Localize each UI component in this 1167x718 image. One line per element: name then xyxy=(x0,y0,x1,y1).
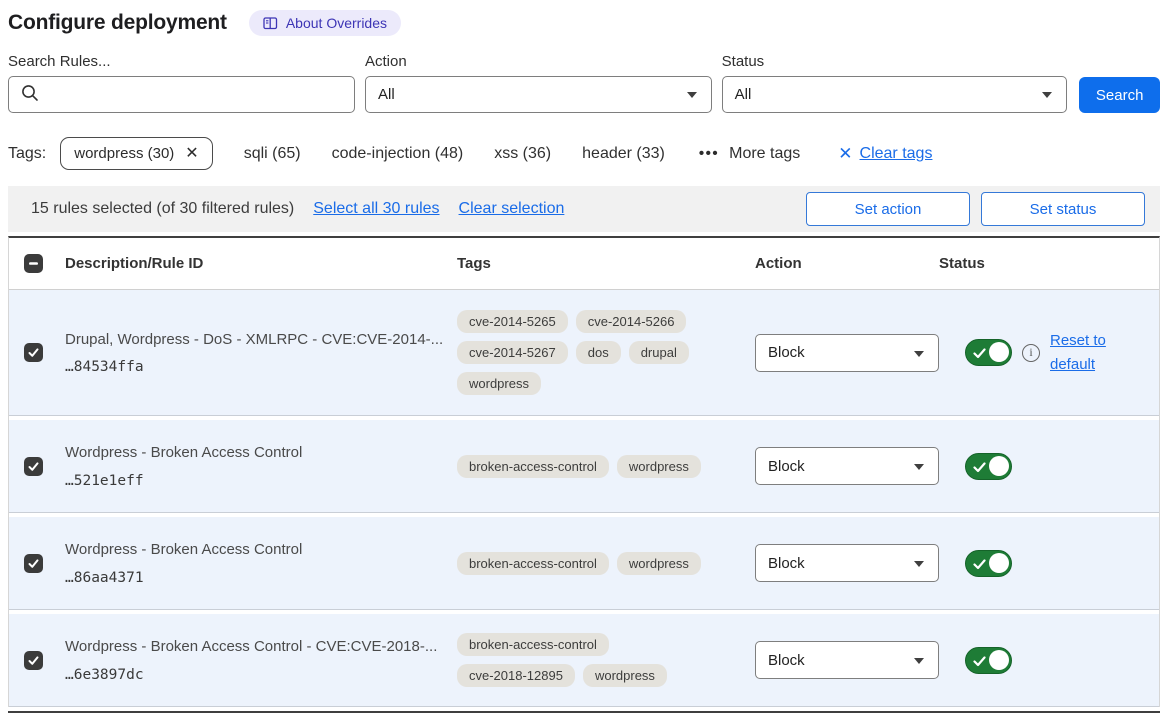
select-all-link[interactable]: Select all 30 rules xyxy=(313,200,440,217)
row-checkbox[interactable] xyxy=(23,456,43,476)
row-checkbox[interactable] xyxy=(23,553,43,573)
about-overrides-badge[interactable]: About Overrides xyxy=(248,10,402,36)
chevron-down-icon xyxy=(914,464,924,470)
about-overrides-label: About Overrides xyxy=(285,15,388,31)
action-select[interactable]: Block xyxy=(755,544,939,582)
status-toggle[interactable] xyxy=(965,646,1012,674)
status-filter-select[interactable]: All xyxy=(721,76,1068,113)
rules-table: Description/Rule ID Tags Action Status D… xyxy=(8,236,1160,707)
tags-bar: Tags: wordpress (30) ✕ sqli (65) code-inj… xyxy=(8,137,1160,170)
selection-bar: 15 rules selected (of 30 filtered rules)… xyxy=(8,186,1160,232)
status-filter-label: Status xyxy=(721,53,765,70)
column-header-action: Action xyxy=(755,255,802,272)
rule-description: Wordpress - Broken Access Control xyxy=(65,541,303,559)
book-icon xyxy=(263,16,278,30)
filters-row: Search Rules... Action All Status xyxy=(8,53,1160,113)
page-header: Configure deployment About Overrides xyxy=(8,10,1160,36)
select-all-checkbox[interactable] xyxy=(23,254,43,273)
rule-id: …521e1eff xyxy=(65,472,144,489)
rule-id: …86aa4371 xyxy=(65,569,144,586)
table-body: Drupal, Wordpress - DoS - XMLRPC - CVE:C… xyxy=(9,290,1159,707)
rule-tag-pill: cve-2014-5265 xyxy=(457,310,568,333)
rule-description: Wordpress - Broken Access Control xyxy=(65,444,303,462)
info-icon[interactable]: i xyxy=(1022,343,1040,362)
tag-item[interactable]: xss (36) xyxy=(494,144,552,162)
action-select[interactable]: Block xyxy=(755,641,939,679)
search-icon xyxy=(21,84,39,106)
rule-tag-pill: cve-2018-12895 xyxy=(457,664,575,687)
action-filter-select[interactable]: All xyxy=(365,76,712,113)
rule-id: …6e3897dc xyxy=(65,666,144,683)
chevron-down-icon xyxy=(914,350,924,357)
status-toggle[interactable] xyxy=(965,452,1012,480)
chevron-down-icon xyxy=(686,92,697,98)
chevron-down-icon xyxy=(914,561,924,567)
rule-tag-pill: broken-access-control xyxy=(457,454,609,478)
ellipsis-icon: ••• xyxy=(698,145,720,162)
action-filter-label: Action xyxy=(365,53,407,70)
clear-tags-label: Clear tags xyxy=(859,144,933,162)
table-row: Drupal, Wordpress - DoS - XMLRPC - CVE:C… xyxy=(9,290,1159,416)
status-toggle[interactable] xyxy=(965,339,1012,366)
rule-id: …84534ffa xyxy=(65,359,144,376)
status-filter-value: All xyxy=(734,86,752,103)
rule-description: Wordpress - Broken Access Control - CVE:… xyxy=(65,638,438,656)
search-rules-label: Search Rules... xyxy=(8,53,111,70)
reset-to-default-link[interactable]: Reset to default xyxy=(1050,332,1106,373)
row-checkbox[interactable] xyxy=(23,343,43,362)
selected-tag-label: wordpress (30) xyxy=(74,145,175,162)
rule-tag-pill: drupal xyxy=(628,341,689,364)
search-button[interactable]: Search xyxy=(1079,77,1160,113)
clear-selection-link[interactable]: Clear selection xyxy=(458,200,565,217)
action-select[interactable]: Block xyxy=(755,333,939,372)
clear-tags-link[interactable]: ✕ Clear tags xyxy=(838,144,932,164)
tag-item[interactable]: sqli (65) xyxy=(243,144,301,162)
table-header: Description/Rule ID Tags Action Status xyxy=(9,238,1159,290)
table-row: Wordpress - Broken Access Control …521e1e… xyxy=(9,420,1159,513)
tag-item[interactable]: code-injection (48) xyxy=(331,144,464,162)
status-toggle[interactable] xyxy=(965,549,1012,577)
rule-tag-pill: cve-2014-5266 xyxy=(575,310,687,333)
rule-tag-pill: dos xyxy=(575,341,621,364)
set-action-button[interactable]: Set action xyxy=(806,192,970,226)
rule-tag-pill: wordpress xyxy=(582,664,667,687)
page-title: Configure deployment xyxy=(8,11,227,34)
table-row: Wordpress - Broken Access Control - CVE:… xyxy=(9,614,1159,707)
rule-tag-pill: wordpress xyxy=(457,372,541,395)
set-status-button[interactable]: Set status xyxy=(981,192,1145,226)
action-select-value: Block xyxy=(768,554,805,572)
row-checkbox[interactable] xyxy=(23,650,43,670)
tags-label: Tags: xyxy=(8,144,47,162)
tag-item[interactable]: header (33) xyxy=(582,144,665,162)
action-select-value: Block xyxy=(768,457,805,475)
remove-tag-icon[interactable]: ✕ xyxy=(185,144,199,162)
rule-tag-pill: broken-access-control xyxy=(457,633,609,656)
rule-tag-pill: cve-2014-5267 xyxy=(457,341,568,364)
more-tags-button[interactable]: ••• More tags xyxy=(699,145,800,163)
rule-tag-pill: broken-access-control xyxy=(457,551,609,575)
column-header-description: Description/Rule ID xyxy=(65,255,204,272)
chevron-down-icon xyxy=(914,658,924,664)
rule-tag-pill: wordpress xyxy=(616,454,701,478)
action-filter-value: All xyxy=(378,86,395,103)
more-tags-label: More tags xyxy=(729,144,801,162)
clear-icon: ✕ xyxy=(838,143,853,163)
search-input[interactable] xyxy=(8,76,355,113)
table-bottom-border xyxy=(8,711,1160,713)
column-header-status: Status xyxy=(939,255,985,272)
rule-description: Drupal, Wordpress - DoS - XMLRPC - CVE:C… xyxy=(65,330,444,348)
rule-tag-pill: wordpress xyxy=(616,551,701,575)
table-row: Wordpress - Broken Access Control …86aa43… xyxy=(9,517,1159,610)
action-select-value: Block xyxy=(768,344,805,361)
action-select[interactable]: Block xyxy=(755,447,939,485)
chevron-down-icon xyxy=(1042,92,1053,98)
tags-list: sqli (65) code-injection (48) xss (36) head… xyxy=(213,145,665,163)
selected-tag-chip[interactable]: wordpress (30) ✕ xyxy=(60,137,213,170)
column-header-tags: Tags xyxy=(457,255,491,272)
selection-summary: 15 rules selected (of 30 filtered rules) xyxy=(31,200,295,217)
action-select-value: Block xyxy=(768,651,805,669)
